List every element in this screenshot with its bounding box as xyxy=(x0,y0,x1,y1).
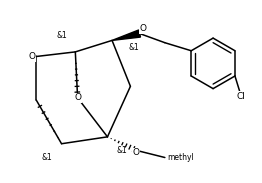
Text: O: O xyxy=(140,24,146,33)
Text: &1: &1 xyxy=(56,31,67,40)
Text: O: O xyxy=(28,52,35,61)
Text: &1: &1 xyxy=(42,153,52,162)
Text: O: O xyxy=(74,93,81,102)
Polygon shape xyxy=(112,30,140,40)
Text: methyl: methyl xyxy=(167,153,194,162)
Text: Cl: Cl xyxy=(236,92,245,101)
Text: &1: &1 xyxy=(117,146,127,155)
Text: &1: &1 xyxy=(128,43,139,52)
Text: O: O xyxy=(133,148,140,157)
